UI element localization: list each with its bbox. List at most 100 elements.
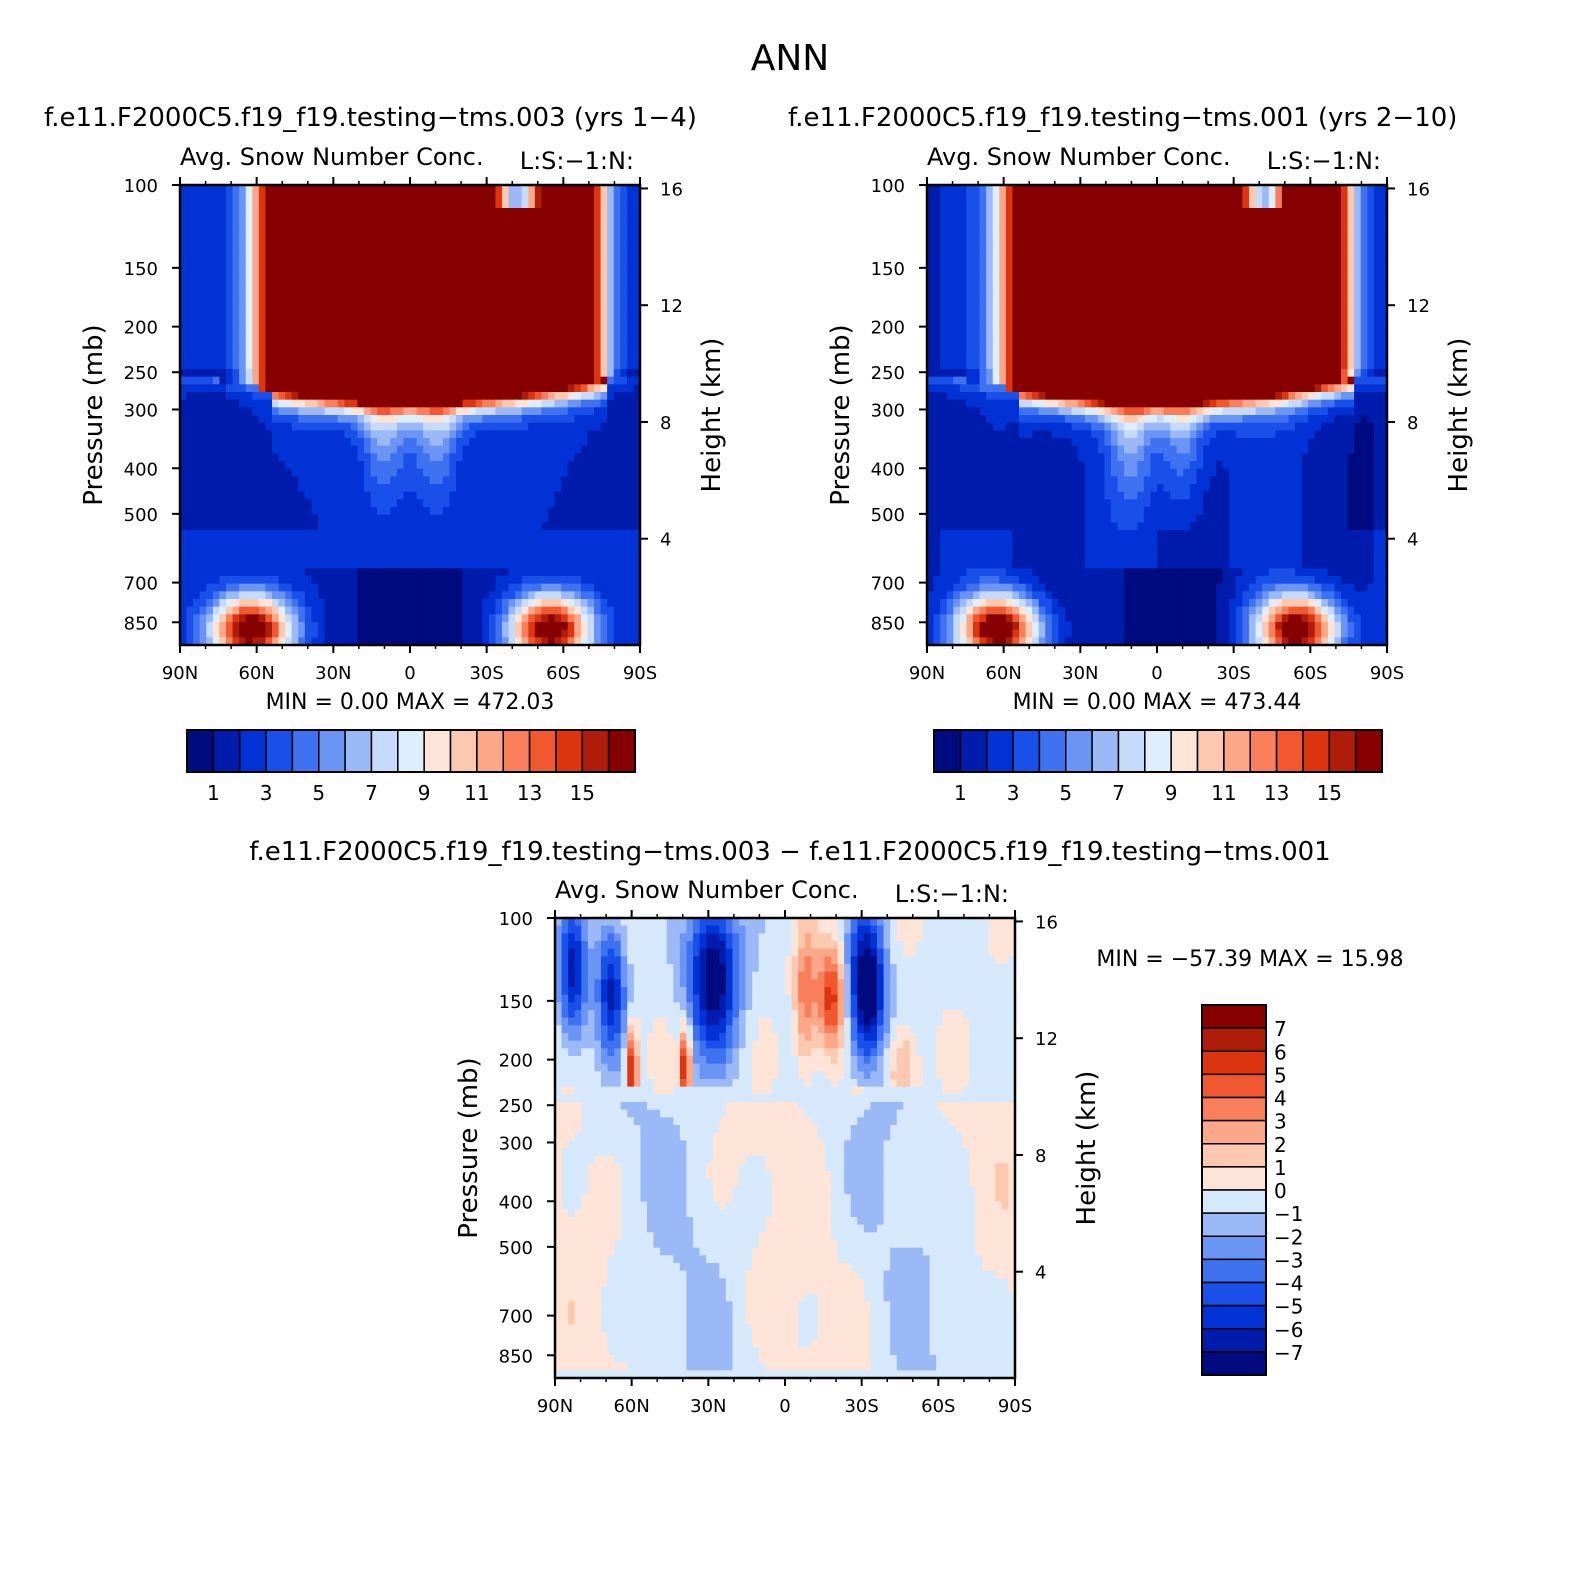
heatmap-cell [580, 307, 589, 316]
heatmap-cell [475, 553, 483, 562]
heatmap-cell [456, 576, 464, 585]
heatmap-cell [574, 185, 582, 194]
colorbar-frame [186, 729, 636, 773]
heatmap-cell [495, 599, 503, 608]
heatmap-cell [442, 545, 451, 554]
heatmap-cell [416, 315, 424, 324]
heatmap-cell [403, 629, 411, 638]
heatmap-cell [199, 530, 207, 539]
heatmap-cell [600, 422, 608, 431]
heatmap-cell [193, 246, 201, 255]
heatmap-cell [475, 453, 483, 462]
heatmap-cell [377, 277, 385, 286]
heatmap-cell [258, 568, 267, 577]
heatmap-cell [226, 576, 234, 585]
heatmap-cell [219, 399, 227, 408]
heatmap-cell [607, 407, 615, 416]
heatmap-cell [423, 560, 431, 569]
heatmap-cell [285, 468, 293, 477]
heatmap-cell [1380, 200, 1388, 209]
heatmap-cell [337, 238, 345, 247]
heatmap-cell [1005, 238, 1014, 247]
heatmap-cell [607, 399, 615, 408]
heatmap-cell [1078, 223, 1086, 232]
heatmap-cell [377, 231, 385, 240]
heatmap-cell [357, 369, 365, 378]
heatmap-cell [278, 599, 286, 608]
heatmap-cell [403, 300, 411, 309]
heatmap-cell [304, 491, 313, 500]
heatmap-cell [1334, 192, 1342, 201]
heatmap-cell [502, 231, 510, 240]
heatmap-cell [1025, 254, 1033, 263]
heatmap-cell [416, 507, 424, 516]
heatmap-cell [337, 300, 345, 309]
heatmap-cell [508, 330, 516, 339]
heatmap-cell [534, 231, 543, 240]
heatmap-cell [999, 208, 1007, 217]
heatmap-cell [442, 384, 451, 393]
heatmap-cell [199, 545, 207, 554]
heatmap-cell [337, 415, 345, 424]
heatmap-cell [272, 583, 280, 592]
heatmap-cell [1235, 192, 1244, 201]
heatmap-cell [199, 254, 207, 263]
heatmap-cell [1268, 185, 1276, 194]
heatmap-cell [999, 215, 1007, 224]
heatmap-cell [245, 514, 253, 523]
heatmap-cell [482, 622, 490, 631]
heatmap-cell [633, 407, 641, 416]
heatmap-cell [1360, 223, 1368, 232]
heatmap-cell [548, 522, 556, 531]
heatmap-cell [304, 185, 313, 194]
heatmap-cell [482, 346, 490, 355]
heatmap-cell [324, 514, 332, 523]
heatmap-cell [475, 545, 483, 554]
heatmap-cell [212, 599, 221, 608]
heatmap-cell [239, 307, 247, 316]
heatmap-cell [482, 200, 490, 209]
heatmap-cell [620, 476, 628, 485]
heatmap-cell [383, 468, 391, 477]
heatmap-cell [1111, 200, 1119, 209]
heatmap-cell [396, 246, 405, 255]
heatmap-cell [245, 246, 253, 255]
heatmap-cell [633, 330, 641, 339]
heatmap-cell [199, 284, 207, 293]
heatmap-cell [567, 637, 575, 646]
heatmap-cell [528, 292, 536, 301]
heatmap-cell [383, 215, 391, 224]
heatmap-cell [239, 560, 247, 569]
heatmap-cell [396, 392, 405, 401]
heatmap-cell [1130, 223, 1138, 232]
heatmap-cell [594, 614, 602, 623]
heatmap-cell [180, 430, 188, 439]
heatmap-cell [456, 514, 464, 523]
heatmap-cell [449, 261, 457, 270]
heatmap-cell [429, 284, 437, 293]
heatmap-cell [1117, 246, 1125, 255]
heatmap-cell [429, 576, 437, 585]
heatmap-cell [600, 461, 608, 470]
heatmap-cell [324, 614, 332, 623]
heatmap-cell [265, 369, 273, 378]
heatmap-cell [502, 215, 510, 224]
heatmap-cell [534, 315, 543, 324]
heatmap-cell [508, 323, 516, 332]
heatmap-cell [600, 330, 608, 339]
heatmap-cell [633, 537, 641, 546]
heatmap-cell [1130, 254, 1138, 263]
heatmap-cell [456, 238, 464, 247]
heatmap-cell [933, 200, 941, 209]
heatmap-cell [1045, 192, 1053, 201]
heatmap-cell [973, 208, 981, 217]
heatmap-cell [364, 261, 372, 270]
heatmap-cell [607, 637, 615, 646]
heatmap-cell [298, 215, 306, 224]
heatmap-cell [180, 300, 188, 309]
heatmap-cell [1354, 192, 1362, 201]
heatmap-cell [548, 277, 556, 286]
heatmap-cell [946, 223, 954, 232]
heatmap-cell [626, 507, 635, 516]
heatmap-cell [541, 491, 549, 500]
